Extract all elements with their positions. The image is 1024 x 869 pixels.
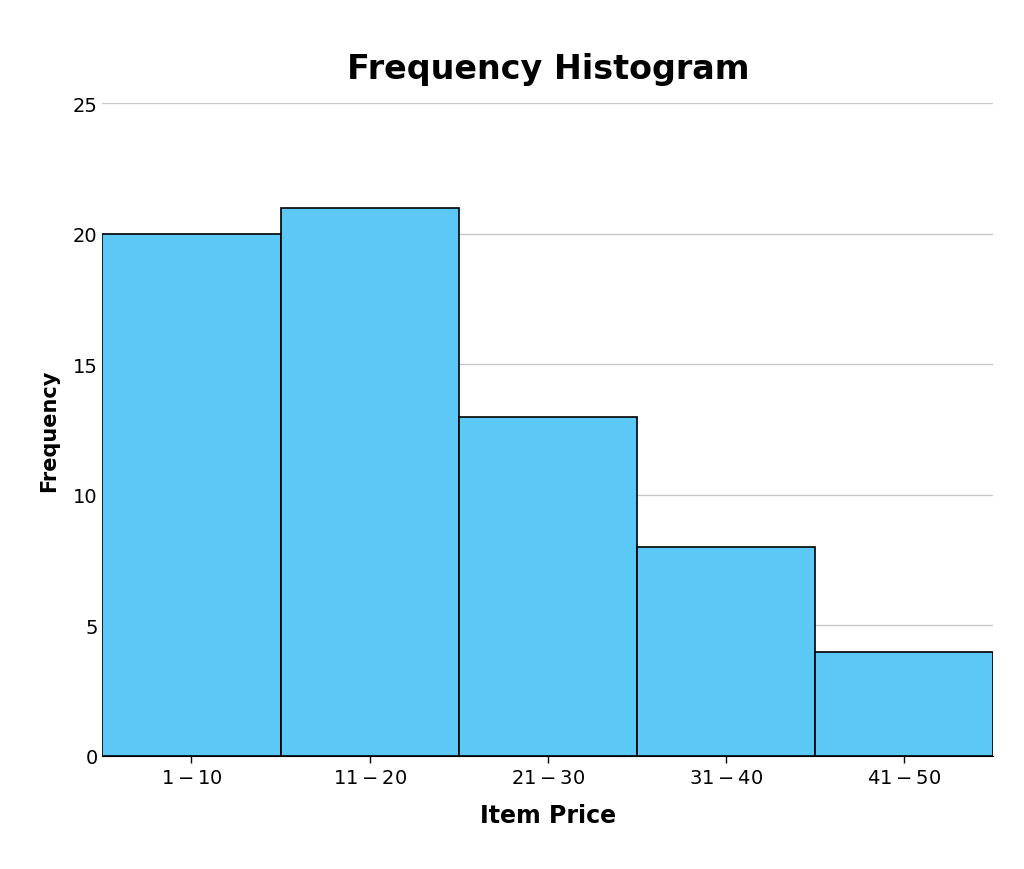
Bar [637,547,815,756]
Y-axis label: Frequency: Frequency [39,369,58,491]
Bar [815,652,993,756]
Bar [281,209,459,756]
X-axis label: Item Price: Item Price [480,804,615,827]
Bar [459,417,637,756]
Bar [102,235,281,756]
Title: Frequency Histogram: Frequency Histogram [346,53,750,86]
